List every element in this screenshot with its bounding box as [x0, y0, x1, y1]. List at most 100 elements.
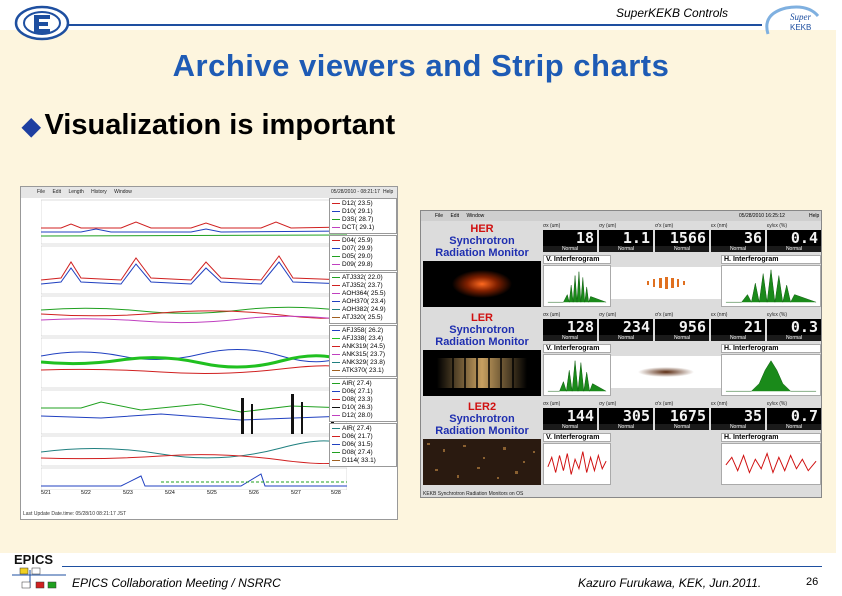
archive-help-menu[interactable]: Help [383, 189, 394, 195]
legend-entry: D08( 23.3) [332, 396, 394, 404]
x-tick-label: 5/26 [249, 490, 259, 496]
menu-edit[interactable]: Edit [52, 189, 62, 195]
superkekb-logo-icon: Super KEKB [765, 5, 820, 35]
x-tick-label: 5/21 [41, 490, 51, 496]
bullet-point: ◆ Visualization is important [22, 109, 395, 142]
legend-entry: ANK329( 23.8) [332, 359, 394, 367]
legend-entry: D06( 21.7) [332, 433, 394, 441]
h-interferogram-title: H. Interferogram [721, 433, 821, 442]
legend-entry: D09( 29.8) [332, 261, 394, 269]
legend-group: ATJ332( 22.0) ATJ352( 23.7) AOH364( 25.5… [329, 272, 397, 324]
readout: σy (um) 1.1 Normal [599, 223, 653, 253]
srm-section-her: HER Synchrotron Radiation Monitor σx (um… [421, 221, 823, 309]
legend-entry: D05( 29.0) [332, 253, 394, 261]
legend-entry: D04( 25.9) [332, 237, 394, 245]
header-rule [62, 24, 762, 26]
x-tick-label: 5/27 [291, 490, 301, 496]
h-interferogram-plot [721, 354, 821, 396]
sr-monitor-window: File Edit Window 05/28/2010 16:25:12 Hel… [420, 210, 822, 498]
menu-file[interactable]: File [37, 189, 46, 195]
footer-author: Kazuro Furukawa, KEK, Jun.2011. [578, 576, 762, 590]
legend-entry: D10( 26.3) [332, 404, 394, 412]
srm-menubar: File Edit Window 05/28/2010 16:25:12 Hel… [421, 211, 821, 221]
legend-group: D04( 25.9) D07( 29.9) D05( 29.0) D09( 29… [329, 235, 397, 271]
readout: σ'x (um) 1675 Normal [655, 401, 709, 431]
legend-entry: AIR( 27.4) [332, 380, 394, 388]
legend-entry: ATK370( 23.1) [332, 367, 394, 375]
beam-image [423, 350, 541, 396]
readout: εy/εx (%) 0.3 Normal [767, 312, 821, 342]
srm-displays: σx (um) 144 Normal σy (um) 305 Normal σ'x (u… [543, 401, 821, 431]
legend-entry: ATJ352( 23.7) [332, 282, 394, 290]
menu-length[interactable]: Length [68, 189, 84, 195]
menu-window[interactable]: Window [466, 213, 485, 219]
x-tick-label: 5/28 [331, 490, 341, 496]
legend-entry: AOH370( 23.4) [332, 298, 394, 306]
menu-file[interactable]: File [435, 213, 444, 219]
readout: σx (um) 144 Normal [543, 401, 597, 431]
readout: σy (um) 234 Normal [599, 312, 653, 342]
interferogram-image [611, 267, 721, 299]
readout: σ'x (um) 1566 Normal [655, 223, 709, 253]
archive-x-axis: 5/21 5/22 5/23 5/24 5/25 5/26 5/27 5/28 [41, 490, 347, 498]
x-tick-label: 5/25 [207, 490, 217, 496]
beam-image [423, 439, 541, 485]
srm-section-name: LER Synchrotron Radiation Monitor [435, 312, 529, 348]
archive-menubar: File Edit Length History Window 05/28/20… [21, 187, 397, 198]
archive-status: Last Update Date.time: 05/28/10 08:21:17… [23, 511, 127, 517]
header-label: SuperKEKB Controls [616, 6, 729, 20]
v-interferogram-plot [543, 354, 611, 396]
legend-entry: D3S( 28.7) [332, 216, 394, 224]
legend-group: AFJ358( 26.2) AFJ338( 23.4) ANK319( 24.5… [329, 325, 397, 377]
bullet-text: Visualization is important [44, 109, 396, 141]
v-interferogram-title: V. Interferogram [543, 255, 611, 264]
srm-displays: σx (um) 128 Normal σy (um) 234 Normal σ'x (u… [543, 312, 821, 342]
archive-viewer-window: File Edit Length History Window 05/28/20… [20, 186, 398, 520]
menu-window[interactable]: Window [114, 189, 132, 195]
srm-section-ler: LER Synchrotron Radiation Monitor σx (um… [421, 310, 823, 398]
legend-entry: D12( 23.5) [332, 200, 394, 208]
legend-entry: D06( 31.5) [332, 441, 394, 449]
h-interferogram-title: H. Interferogram [721, 344, 821, 353]
legend-entry: D07( 29.9) [332, 245, 394, 253]
menu-edit[interactable]: Edit [450, 213, 460, 219]
legend-entry: AIR( 27.4) [332, 425, 394, 433]
readout: σx (um) 18 Normal [543, 223, 597, 253]
legend-group: AIR( 27.4) D06( 21.7) D06( 31.5) D08( 27… [329, 423, 397, 467]
archive-legend: D12( 23.5) D10( 29.1) D3S( 28.7) DCT( 29… [329, 198, 397, 490]
strip-chart-plots [41, 199, 347, 490]
srm-section-ler2: LER2 Synchrotron Radiation Monitor σx (u… [421, 399, 823, 487]
page-number: 26 [806, 576, 819, 588]
footer-rule [62, 566, 822, 567]
v-interferogram-plot [543, 443, 611, 485]
svg-text:Super: Super [790, 12, 811, 22]
srm-displays: σx (um) 18 Normal σy (um) 1.1 Normal σ'x (um… [543, 223, 821, 253]
legend-entry: ANK319( 24.5) [332, 343, 394, 351]
menu-history[interactable]: History [91, 189, 107, 195]
legend-entry: AOH364( 25.5) [332, 290, 394, 298]
footer-meeting: EPICS Collaboration Meeting / NSRRC [72, 576, 281, 590]
srm-status: KEKB Synchrotron Radiation Monitors on O… [423, 491, 524, 497]
interferogram-image [611, 356, 721, 388]
h-interferogram-plot [721, 443, 821, 485]
archive-timestamp: 05/28/2010 - 08:21:17 [331, 189, 380, 195]
legend-entry: DCT( 29.1) [332, 224, 394, 232]
h-interferogram-plot [721, 265, 821, 307]
legend-entry: AFJ338( 23.4) [332, 335, 394, 343]
epics-logo-text: EPICS [14, 552, 54, 567]
v-interferogram-title: V. Interferogram [543, 433, 611, 442]
srm-help-menu[interactable]: Help [809, 213, 820, 219]
svg-text:KEKB: KEKB [790, 23, 811, 32]
legend-group: AIR( 27.4) D06( 27.1) D08( 23.3) D10( 26… [329, 378, 397, 422]
srm-section-name: LER2 Synchrotron Radiation Monitor [435, 401, 529, 437]
srm-section-name: HER Synchrotron Radiation Monitor [435, 223, 529, 259]
diamond-bullet-icon: ◆ [22, 113, 41, 140]
readout: εy/εx (%) 0.7 Normal [767, 401, 821, 431]
legend-entry: D08( 27.4) [332, 449, 394, 457]
readout: εx (nm) 21 Normal [711, 312, 765, 342]
legend-entry: ATJ332( 22.0) [332, 274, 394, 282]
slide-title: Archive viewers and Strip charts [172, 48, 670, 83]
legend-entry: AFJ358( 26.2) [332, 327, 394, 335]
legend-entry: D10( 29.1) [332, 208, 394, 216]
x-tick-label: 5/22 [81, 490, 91, 496]
